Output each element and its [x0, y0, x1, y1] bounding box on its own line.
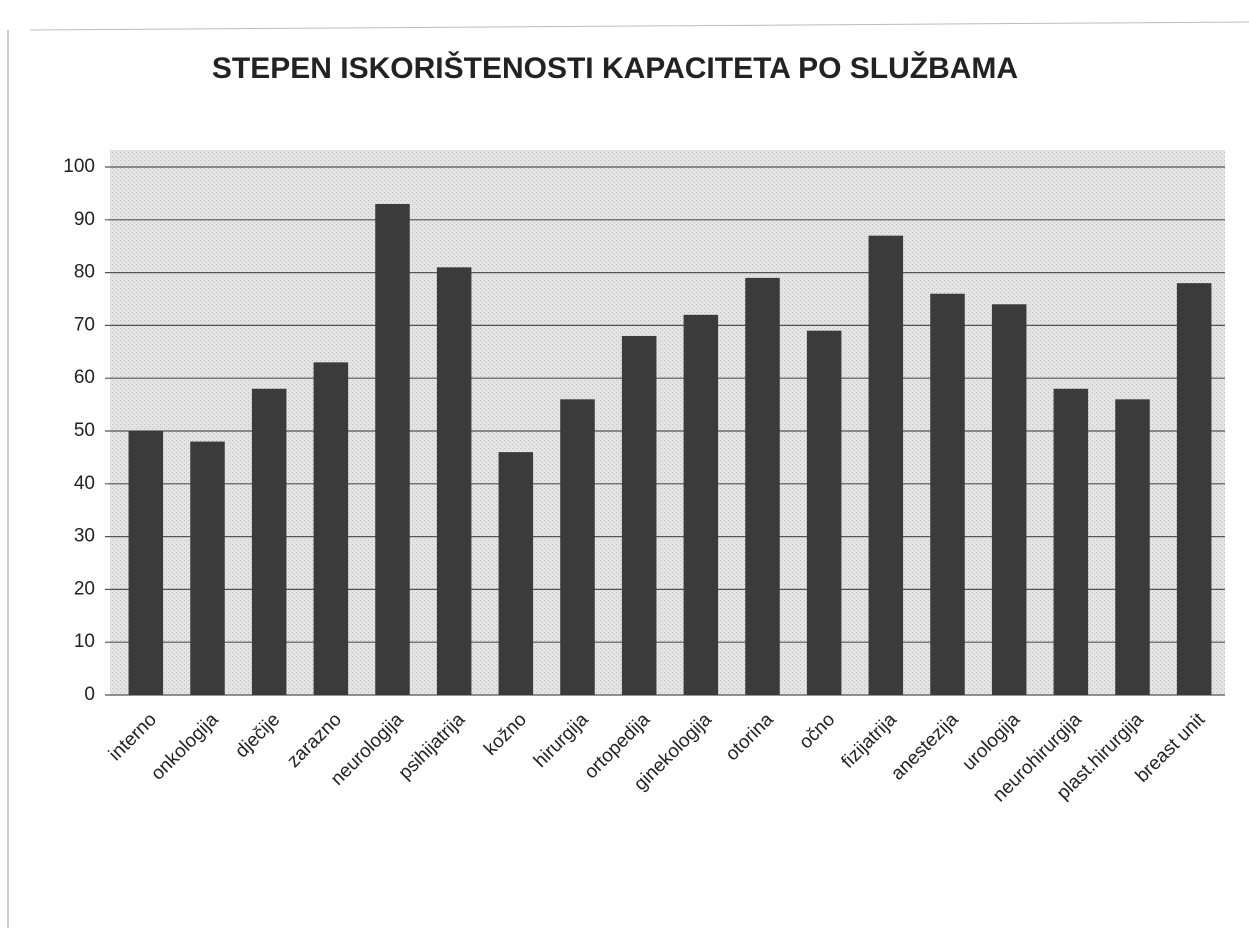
x-tick-label: dječije: [231, 709, 284, 762]
bar: [498, 452, 534, 695]
y-tick-label: 80: [74, 262, 95, 283]
x-tick-label: zarazno: [283, 709, 346, 772]
y-tick-label: 70: [74, 314, 95, 335]
y-tick-label: 40: [74, 473, 95, 494]
x-tick-label: hirurgija: [530, 709, 593, 772]
bar: [560, 399, 595, 695]
bar: [868, 235, 904, 695]
plot-area: [110, 150, 1225, 695]
bar: [128, 431, 164, 695]
bar: [190, 441, 225, 695]
y-tick-label: 20: [74, 578, 95, 599]
bar: [375, 203, 410, 695]
y-tick-label: 60: [74, 367, 95, 388]
bar: [436, 267, 472, 695]
x-tick-label: otorina: [722, 709, 778, 765]
border: [29, 21, 1249, 31]
bar: [991, 304, 1027, 695]
y-tick-label: 30: [74, 526, 95, 547]
x-tick-label: interno: [105, 709, 161, 765]
x-tick-label: psihijatrija: [395, 709, 470, 784]
bar: [1176, 283, 1212, 695]
bar: [1053, 388, 1089, 695]
bar: [930, 293, 965, 695]
bar: [806, 330, 842, 695]
bar: [745, 277, 780, 695]
chart-title: STEPEN ISKORIŠTENOSTI KAPACITETA PO SLUŽ…: [212, 51, 1018, 85]
x-tick-label: onkologija: [147, 709, 223, 785]
y-tick-label: 0: [84, 684, 95, 705]
y-tick-label: 10: [74, 631, 95, 652]
bar: [251, 388, 287, 695]
x-tick-label: očno: [795, 709, 839, 753]
bar: [683, 314, 719, 695]
x-tick-label: fizijatrija: [838, 709, 902, 773]
y-tick-label: 50: [74, 420, 95, 441]
y-tick-label: 90: [74, 209, 95, 230]
bar: [1115, 399, 1150, 695]
y-tick-label: 100: [63, 156, 95, 177]
x-tick-label: kožno: [480, 709, 531, 760]
bar: [313, 362, 349, 695]
bar: [621, 335, 657, 695]
x-tick-label: anestezija: [887, 709, 963, 785]
